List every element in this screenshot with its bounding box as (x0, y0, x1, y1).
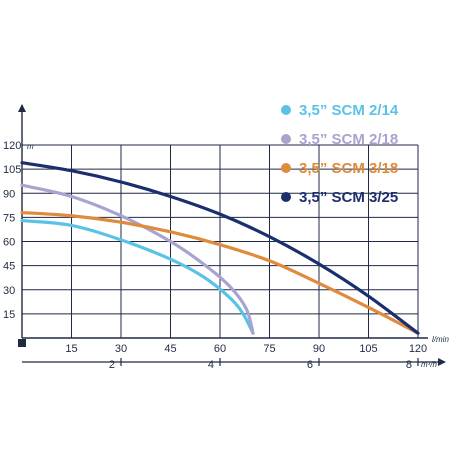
x-tick-label: 15 (65, 343, 77, 355)
series-line-3 (20, 210, 420, 335)
legend-marker-1 (281, 105, 291, 115)
x2-tick-label: 6 (307, 359, 313, 371)
series-line-4 (20, 161, 420, 335)
y-tick-labels: 15 30 45 60 75 90 105 120 m (3, 140, 34, 321)
x-tick-label: 105 (359, 343, 377, 355)
grid (22, 144, 419, 338)
x-tick-label: 75 (263, 343, 275, 355)
y-tick-label: 60 (3, 237, 15, 249)
y-tick-label: 105 (3, 164, 21, 176)
origin-marker (18, 339, 26, 347)
legend-marker-3 (281, 163, 291, 173)
x-tick-label: 30 (115, 343, 127, 355)
legend-marker-2 (281, 134, 291, 144)
legend: 3,5” SCM 2/14 3,5” SCM 2/18 3,5” SCM 3/18 3… (281, 102, 399, 206)
legend-label-1: 3,5” SCM 2/14 (299, 102, 399, 119)
x2-tick-label: 8 (406, 359, 412, 371)
y-tick-label: 75 (3, 212, 15, 224)
series-line-2 (20, 183, 255, 335)
y-tick-label: 30 (3, 285, 15, 297)
x-tick-labels: 15 30 45 60 75 90 105 120 l/min (65, 335, 449, 355)
y-axis-arrow (18, 104, 26, 112)
y-tick-label: 45 (3, 261, 15, 273)
y-tick-label: 90 (3, 188, 15, 200)
y-axis-unit: m (27, 142, 34, 151)
y-tick-label: 120 (3, 140, 21, 152)
x-axis-unit: l/min (432, 335, 449, 344)
x-tick-label: 45 (164, 343, 176, 355)
x2-tick-label: 4 (208, 359, 214, 371)
legend-marker-4 (281, 192, 291, 202)
x2-axis-unit: m³/h (421, 360, 438, 369)
series-line-1 (20, 218, 255, 335)
legend-label-2: 3,5” SCM 2/18 (299, 131, 398, 148)
x2-axis-arrow (438, 358, 446, 366)
y-tick-label: 15 (3, 309, 15, 321)
legend-label-3: 3,5” SCM 3/18 (299, 160, 398, 177)
x-tick-label: 90 (313, 343, 325, 355)
x2-tick-label: 2 (109, 359, 115, 371)
x-tick-label: 120 (409, 343, 427, 355)
legend-label-4: 3,5” SCM 3/25 (299, 189, 398, 206)
x-tick-label: 60 (214, 343, 226, 355)
pump-curves (20, 161, 420, 335)
x2-tick-labels: 2 4 6 8 m³/h (109, 358, 438, 371)
